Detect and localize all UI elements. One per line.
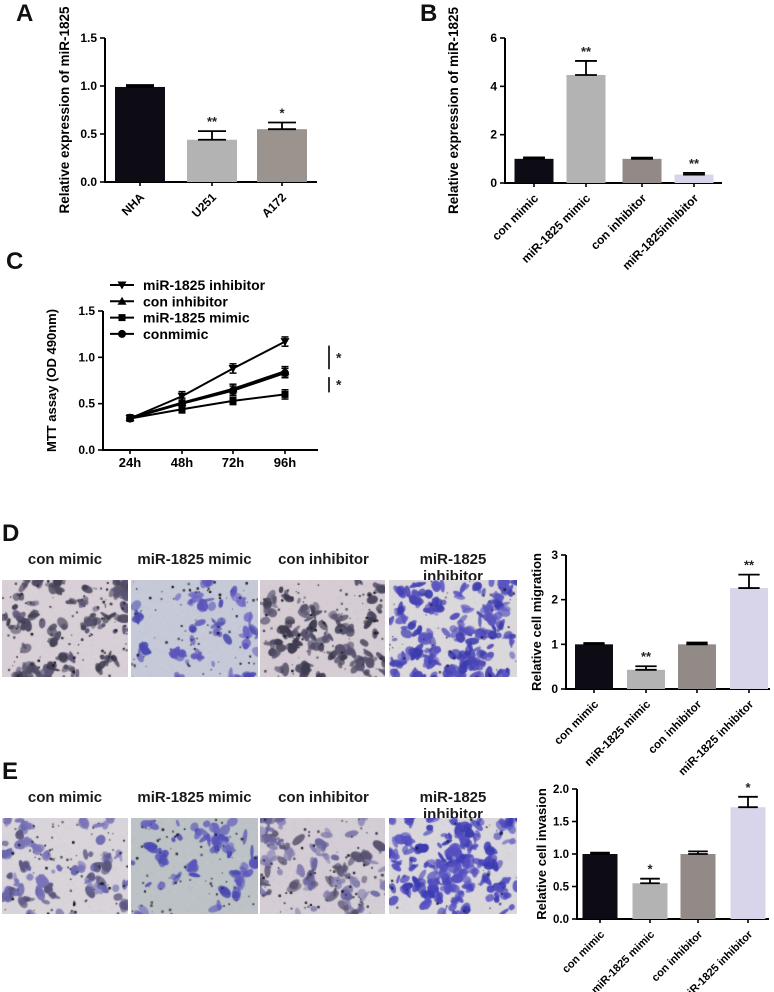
svg-text:0.0: 0.0: [80, 175, 97, 189]
svg-text:con mimic: con mimic: [560, 929, 607, 976]
svg-text:0.5: 0.5: [80, 127, 97, 141]
micrograph-image-migration-con-mimic: [2, 580, 128, 677]
svg-text:A172: A172: [259, 190, 289, 220]
svg-text:0: 0: [551, 682, 558, 696]
panel-c-letter: C: [6, 248, 24, 275]
svg-text:NHA: NHA: [119, 190, 148, 219]
svg-text:Relative cell migration: Relative cell migration: [529, 553, 544, 691]
panel-b-letter: B: [420, 0, 438, 27]
micrograph-label-mir1825-mimic: miR-1825 mimic: [137, 789, 252, 806]
svg-text:con inhibitor: con inhibitor: [650, 928, 706, 984]
panel-b-bar-chart: 0 2 4 6 Relative expression of miR-1825 con m…: [446, 6, 722, 273]
micrograph-image-invasion-con-inhibitor: [260, 818, 385, 914]
panel-d-letter: D: [2, 520, 20, 547]
svg-text:1: 1: [551, 637, 558, 651]
micrograph-image-migration-con-inhibitor: [260, 580, 385, 677]
micrograph-image-invasion-mir1825-mimic: [131, 818, 258, 914]
svg-text:miR-1825 inhibitor: miR-1825 inhibitor: [143, 277, 266, 293]
panel-c-line-chart: 0.0 0.5 1.0 1.5 MTT assay (OD 490nm) 24h 48h 72…: [44, 277, 342, 470]
svg-text:*: *: [336, 377, 342, 393]
panel-e-letter: E: [2, 758, 19, 785]
micrograph-image-migration-mir1825-inhibitor: [389, 580, 517, 677]
micrograph-label-con-mimic: con mimic: [27, 789, 103, 806]
svg-text:0.0: 0.0: [553, 914, 569, 926]
svg-text:miR-1825 mimic: miR-1825 mimic: [143, 310, 250, 326]
svg-text:*: *: [647, 862, 653, 877]
svg-text:1.0: 1.0: [78, 350, 95, 364]
svg-text:con inhibitor: con inhibitor: [646, 698, 704, 756]
svg-text:*: *: [336, 349, 342, 365]
svg-text:0.0: 0.0: [78, 443, 95, 457]
micrograph-label-con-inhibitor: con inhibitor: [278, 789, 369, 806]
svg-text:1.0: 1.0: [80, 79, 97, 93]
svg-text:1.5: 1.5: [78, 304, 95, 318]
svg-text:Relative expression of miR-182: Relative expression of miR-1825: [57, 6, 72, 214]
svg-text:**: **: [581, 44, 592, 59]
svg-text:6: 6: [490, 31, 497, 45]
svg-text:2.0: 2.0: [553, 784, 569, 796]
micrograph-label-con-inhibitor: con inhibitor: [278, 551, 369, 568]
svg-text:conmimic: conmimic: [143, 326, 209, 342]
svg-text:3: 3: [551, 548, 558, 562]
svg-text:con inhibitor: con inhibitor: [143, 293, 228, 309]
micrograph-label-con-mimic: con mimic: [27, 551, 103, 568]
svg-text:0: 0: [490, 176, 497, 190]
svg-text:Relative expression of miR-182: Relative expression of miR-1825: [446, 6, 461, 214]
micrograph-image-invasion-mir1825-inhibitor: [389, 818, 517, 914]
svg-text:*: *: [745, 780, 751, 795]
svg-text:*: *: [279, 105, 285, 120]
micrograph-image-migration-mir1825-mimic: [131, 580, 258, 677]
svg-text:2: 2: [551, 593, 558, 607]
svg-text:**: **: [689, 156, 700, 171]
svg-text:96h: 96h: [274, 455, 296, 470]
svg-text:con mimic: con mimic: [489, 191, 541, 243]
panel-a-letter: A: [16, 0, 34, 27]
svg-text:U251: U251: [189, 190, 219, 220]
panel-a-bar-chart: 0.0 0.5 1.0 1.5 Relative expression of miR-1…: [57, 6, 317, 220]
svg-text:1.5: 1.5: [80, 31, 97, 45]
svg-text:**: **: [641, 649, 652, 664]
svg-text:Relative cell invasion: Relative cell invasion: [534, 788, 549, 920]
svg-text:1.0: 1.0: [553, 849, 569, 861]
svg-text:con mimic: con mimic: [552, 698, 601, 747]
micrograph-label-mir1825-mimic: miR-1825 mimic: [137, 551, 252, 568]
svg-text:1.5: 1.5: [553, 817, 570, 829]
svg-text:MTT assay (OD 490nm): MTT assay (OD 490nm): [44, 309, 59, 452]
svg-text:24h: 24h: [119, 455, 141, 470]
svg-text:**: **: [744, 558, 755, 573]
panel-e-bar-chart: 0.0 0.5 1.0 1.5 2.0 Relative cell invasion con…: [534, 780, 769, 992]
svg-text:72h: 72h: [222, 455, 244, 470]
micrograph-image-invasion-con-mimic: [2, 818, 128, 914]
svg-text:0.5: 0.5: [78, 397, 95, 411]
svg-text:4: 4: [490, 79, 497, 93]
svg-text:**: **: [207, 114, 218, 129]
svg-text:48h: 48h: [171, 455, 193, 470]
svg-text:0.5: 0.5: [553, 882, 570, 894]
svg-text:2: 2: [490, 128, 497, 142]
